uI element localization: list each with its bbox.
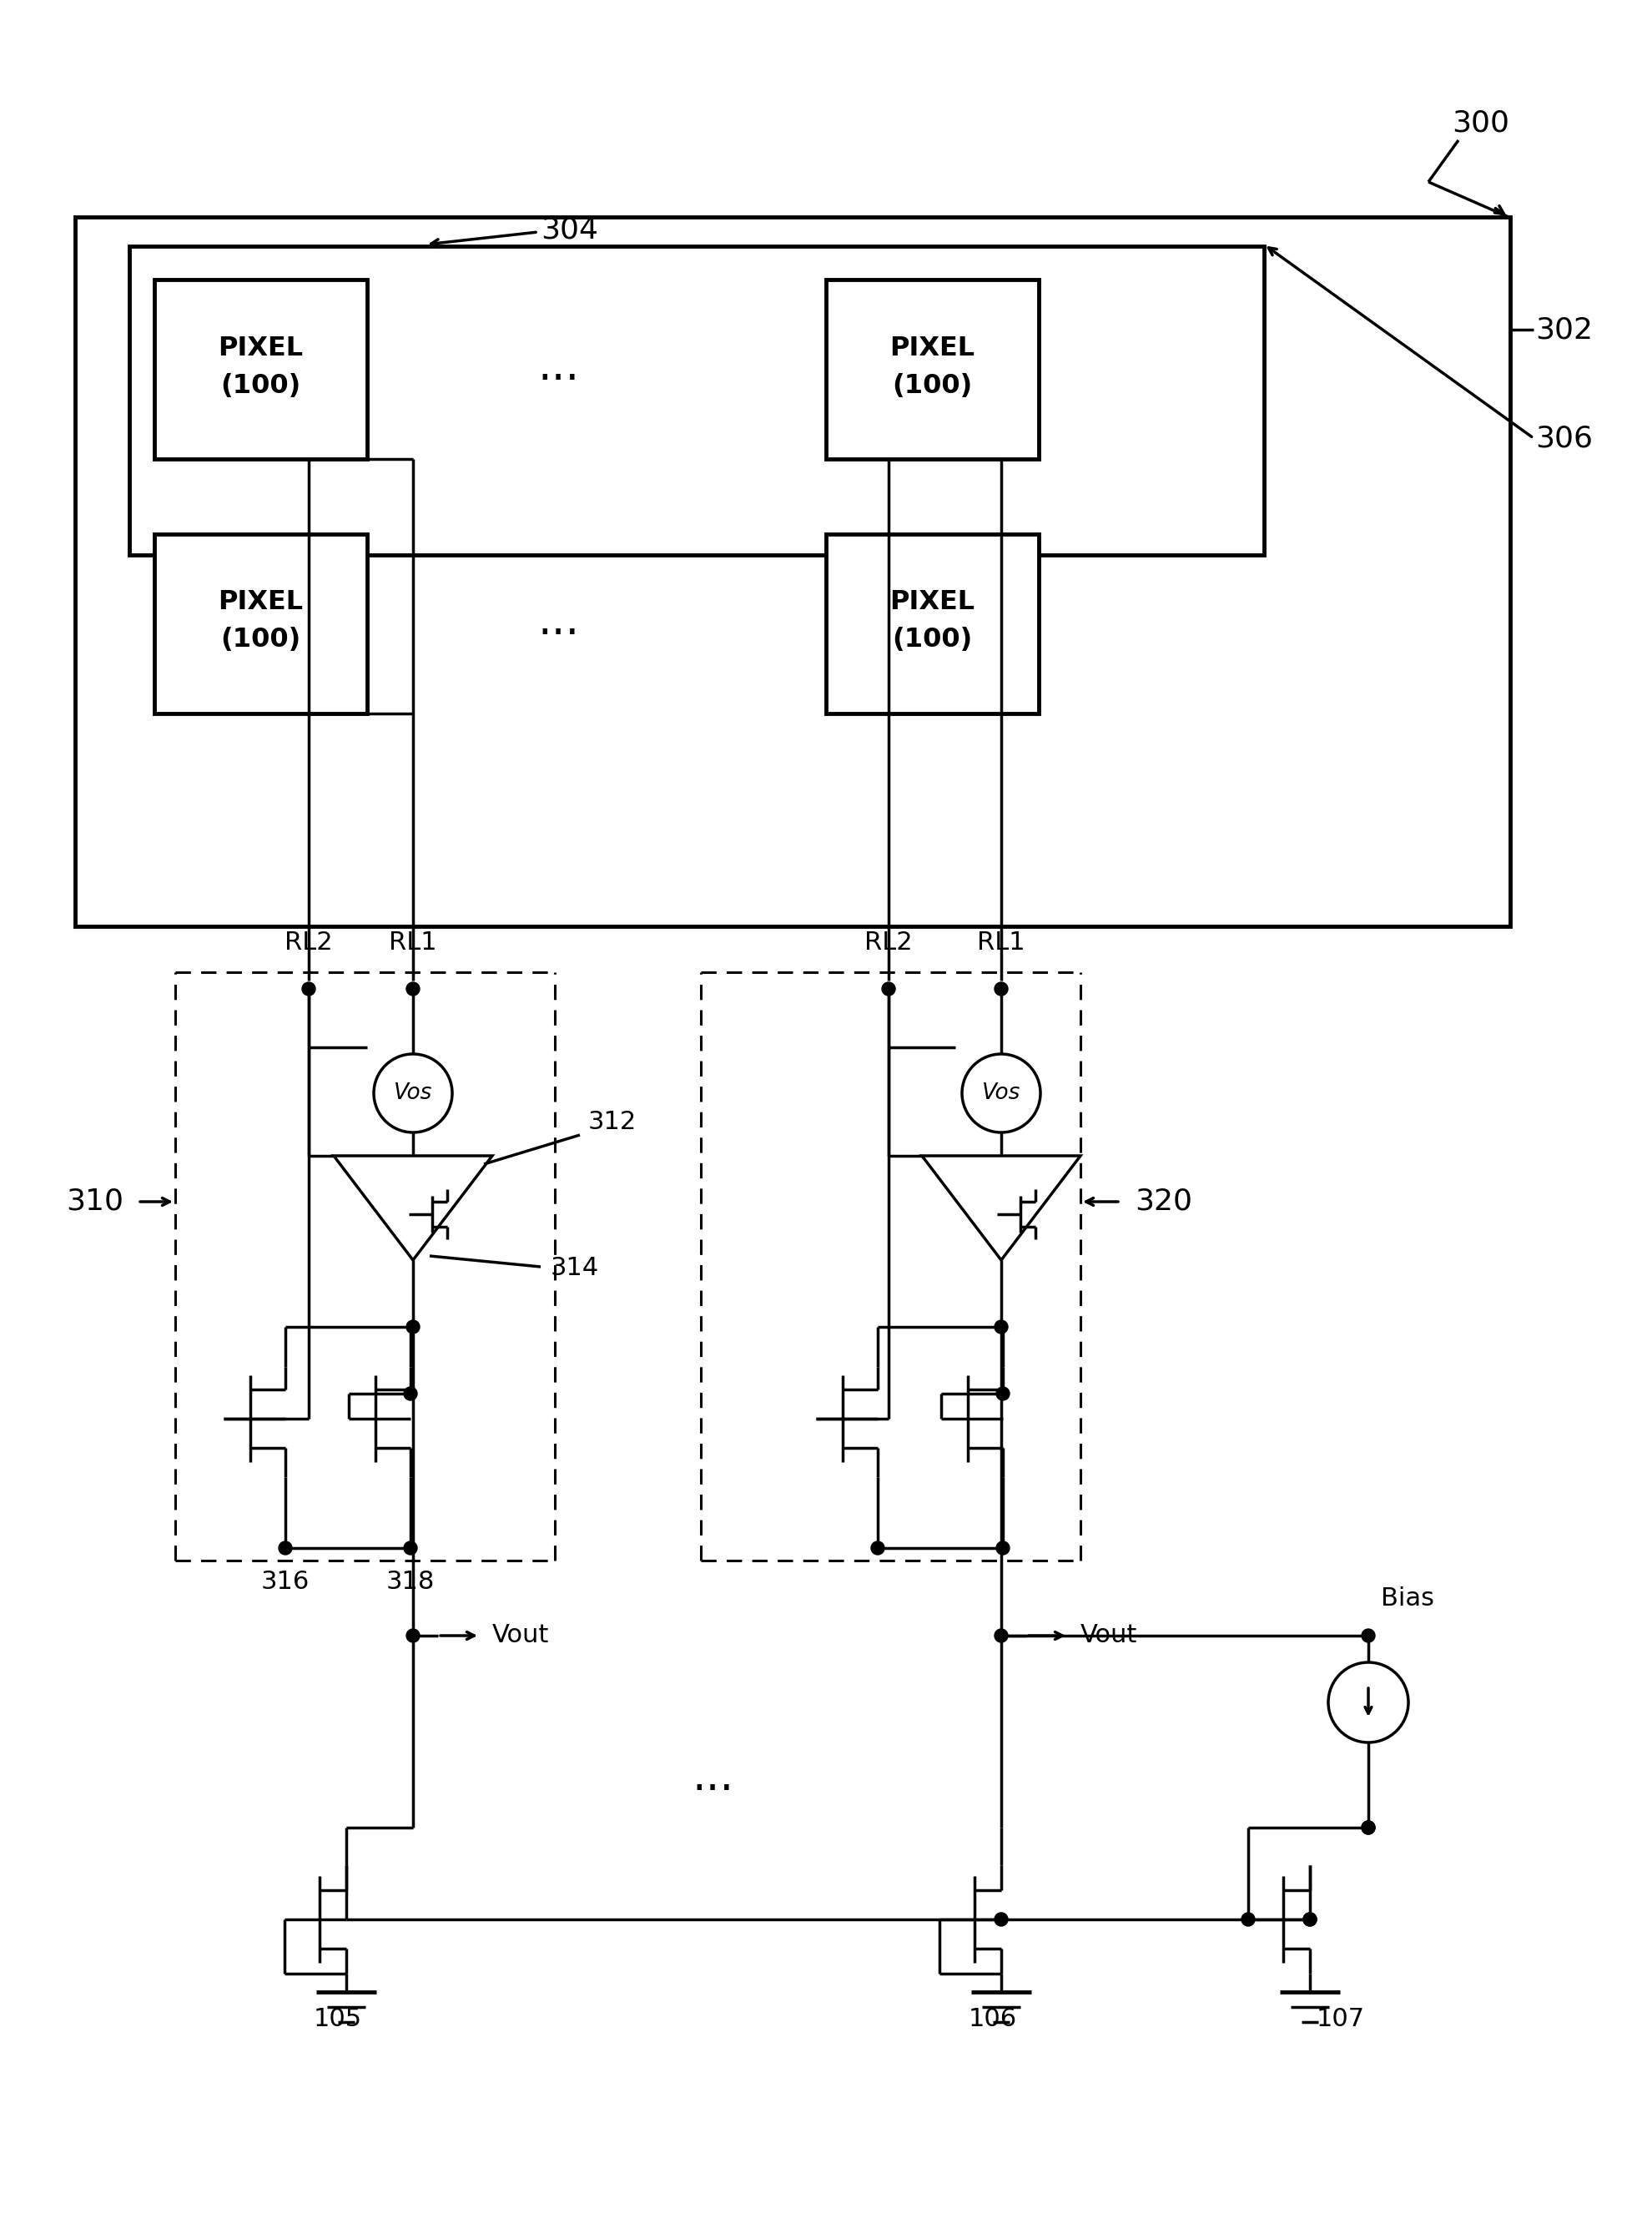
Text: Vos: Vos	[981, 1081, 1019, 1104]
Circle shape	[882, 983, 895, 996]
Text: RL1: RL1	[976, 931, 1024, 956]
Circle shape	[1241, 1912, 1254, 1926]
Text: 314: 314	[550, 1256, 600, 1281]
Circle shape	[996, 1540, 1009, 1554]
Text: ...: ...	[539, 600, 580, 643]
Text: PIXEL: PIXEL	[218, 589, 302, 616]
Bar	[74, 217, 1510, 927]
Bar	[154, 280, 367, 459]
Bar	[154, 535, 367, 714]
Circle shape	[403, 1540, 416, 1554]
Circle shape	[406, 1630, 420, 1643]
Circle shape	[995, 983, 1008, 996]
Circle shape	[406, 983, 420, 996]
Circle shape	[871, 1540, 884, 1554]
Text: PIXEL: PIXEL	[889, 589, 975, 616]
Circle shape	[403, 1386, 416, 1399]
Text: ...: ...	[539, 345, 580, 390]
Text: 302: 302	[1535, 316, 1593, 345]
Text: 107: 107	[1317, 2008, 1365, 2031]
Circle shape	[1302, 1912, 1317, 1926]
Text: (100): (100)	[892, 627, 971, 654]
Text: (100): (100)	[892, 372, 971, 399]
Circle shape	[996, 1386, 1009, 1399]
Circle shape	[1361, 1630, 1374, 1643]
Text: 320: 320	[1135, 1187, 1191, 1216]
Text: Vout: Vout	[1080, 1623, 1137, 1648]
Text: Vos: Vos	[393, 1081, 433, 1104]
Text: 306: 306	[1535, 423, 1593, 452]
Bar	[826, 280, 1037, 459]
Text: RL2: RL2	[284, 931, 332, 956]
Text: Vout: Vout	[492, 1623, 548, 1648]
Text: (100): (100)	[220, 372, 301, 399]
Text: RL1: RL1	[388, 931, 436, 956]
Bar	[826, 535, 1037, 714]
Text: 316: 316	[261, 1570, 309, 1594]
Text: 318: 318	[387, 1570, 434, 1594]
Text: PIXEL: PIXEL	[218, 336, 302, 360]
Circle shape	[1361, 1820, 1374, 1834]
Text: 105: 105	[314, 2008, 362, 2031]
Circle shape	[302, 983, 316, 996]
Text: Bias: Bias	[1379, 1585, 1434, 1610]
Circle shape	[995, 1630, 1008, 1643]
Circle shape	[1302, 1912, 1317, 1926]
Text: PIXEL: PIXEL	[889, 336, 975, 360]
Text: 310: 310	[66, 1187, 124, 1216]
Circle shape	[1361, 1820, 1374, 1834]
Text: ...: ...	[692, 1755, 733, 1800]
Text: RL2: RL2	[864, 931, 912, 956]
Text: 300: 300	[1450, 110, 1508, 137]
Text: 106: 106	[968, 2008, 1016, 2031]
Circle shape	[995, 1912, 1008, 1926]
Text: 312: 312	[588, 1111, 636, 1135]
Bar	[129, 246, 1264, 555]
Circle shape	[995, 1321, 1008, 1334]
Circle shape	[406, 1321, 420, 1334]
Text: 304: 304	[540, 217, 598, 244]
Text: (100): (100)	[220, 627, 301, 654]
Circle shape	[279, 1540, 292, 1554]
